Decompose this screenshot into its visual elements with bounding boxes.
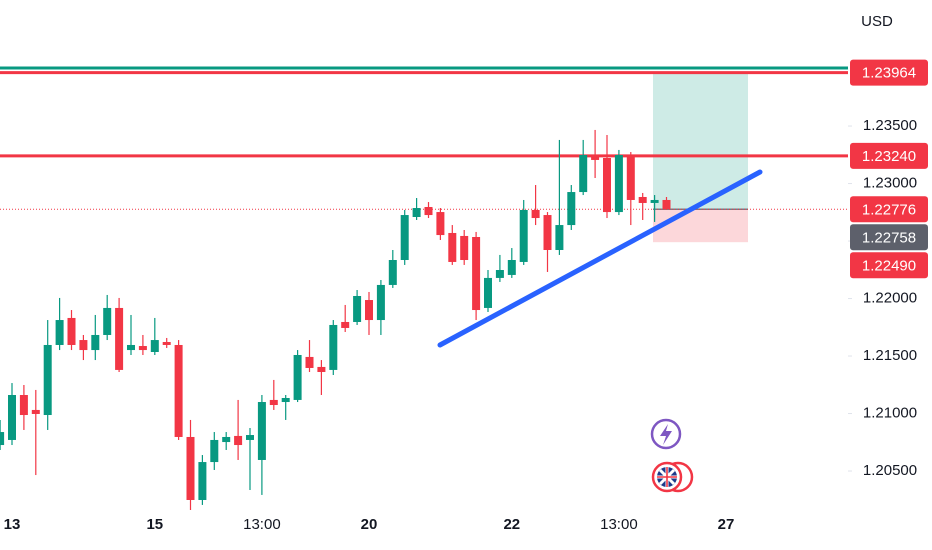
candle-body bbox=[638, 196, 647, 203]
loss-zone bbox=[653, 209, 748, 243]
candle-body bbox=[543, 215, 552, 250]
price-tag-label: 1.23964 bbox=[862, 65, 916, 82]
candle-body bbox=[353, 295, 362, 322]
candle-body bbox=[8, 395, 16, 440]
candle-body bbox=[412, 208, 421, 217]
candle-body bbox=[198, 462, 207, 500]
candle-body bbox=[650, 199, 659, 203]
candle-body bbox=[591, 155, 600, 160]
x-tick-label: 27 bbox=[718, 516, 735, 533]
price-tag-label: 1.22776 bbox=[862, 201, 916, 218]
candle-body bbox=[614, 155, 623, 213]
candle-body bbox=[67, 317, 76, 345]
candle-body bbox=[531, 209, 540, 219]
candle-body bbox=[246, 435, 254, 440]
candle-body bbox=[436, 212, 445, 236]
y-tick-label: 1.21500 bbox=[863, 347, 917, 364]
candle-body bbox=[19, 395, 28, 416]
candle-body bbox=[579, 155, 588, 193]
candle-body bbox=[424, 206, 433, 216]
candle-body bbox=[341, 321, 350, 328]
candle-body bbox=[567, 192, 576, 226]
currency-label: USD bbox=[861, 13, 893, 30]
candle-body bbox=[103, 307, 112, 335]
candle-body bbox=[555, 225, 564, 250]
candle-body bbox=[495, 270, 504, 278]
candle-body bbox=[626, 155, 635, 200]
candle-body bbox=[138, 346, 147, 351]
candle-body bbox=[281, 397, 290, 403]
candle-body bbox=[317, 366, 326, 373]
x-tick-label: 13:00 bbox=[600, 516, 638, 533]
candle-body bbox=[365, 300, 373, 321]
flag-icon bbox=[651, 461, 694, 493]
price-tag bbox=[850, 59, 928, 86]
x-tick-label: 22 bbox=[503, 516, 520, 533]
candle-body bbox=[174, 344, 183, 437]
candle-body bbox=[115, 307, 124, 370]
price-tag-label: 1.22758 bbox=[862, 229, 916, 246]
candle-body bbox=[55, 320, 64, 345]
trend-line bbox=[437, 169, 763, 348]
axis-layer: 1.205001.210001.215001.220001.225001.230… bbox=[4, 59, 928, 533]
x-tick-label: 15 bbox=[146, 516, 163, 533]
candle-body bbox=[329, 324, 338, 370]
x-tick-label: 20 bbox=[361, 516, 378, 533]
candle-body bbox=[519, 209, 528, 262]
price-tag bbox=[850, 142, 928, 169]
price-tag bbox=[850, 224, 928, 251]
candle-body bbox=[460, 235, 469, 261]
x-tick-label: 13 bbox=[4, 516, 21, 533]
y-tick-label: 1.23000 bbox=[863, 174, 917, 191]
candle-body bbox=[603, 158, 611, 213]
candle-body bbox=[293, 354, 302, 400]
event-icon bbox=[650, 418, 682, 450]
candle-body bbox=[484, 277, 492, 308]
candle-body bbox=[127, 344, 135, 351]
candle-body bbox=[186, 436, 195, 500]
candle-body bbox=[234, 435, 243, 446]
candle-body bbox=[79, 340, 88, 351]
candle-body bbox=[472, 237, 481, 311]
candle-body bbox=[162, 341, 171, 345]
y-tick-label: 1.22000 bbox=[863, 289, 917, 306]
candle-body bbox=[448, 232, 457, 262]
candle-body bbox=[662, 199, 671, 210]
price-tag-label: 1.22490 bbox=[862, 257, 916, 274]
x-tick-label: 13:00 bbox=[243, 516, 281, 533]
candle-body bbox=[91, 334, 100, 351]
candle-body bbox=[257, 402, 266, 460]
price-tag-label: 1.23240 bbox=[862, 148, 916, 165]
y-tick-label: 1.21000 bbox=[863, 404, 917, 421]
candle-body bbox=[376, 284, 385, 321]
candle-body bbox=[388, 260, 397, 285]
candle-body bbox=[269, 399, 278, 406]
candle-body bbox=[400, 215, 409, 261]
candle-body bbox=[222, 436, 231, 443]
y-tick-label: 1.20500 bbox=[863, 462, 917, 479]
candle-body bbox=[43, 344, 52, 416]
candle-body bbox=[305, 356, 314, 368]
candle-body bbox=[210, 439, 219, 463]
price-tag bbox=[850, 252, 928, 279]
candle-body bbox=[507, 260, 516, 275]
candle-body bbox=[150, 340, 159, 352]
y-tick-label: 1.23500 bbox=[863, 117, 917, 134]
candle-body bbox=[0, 432, 5, 446]
candle-body bbox=[31, 409, 40, 414]
plot-area bbox=[0, 66, 848, 510]
price-tag bbox=[850, 196, 928, 223]
